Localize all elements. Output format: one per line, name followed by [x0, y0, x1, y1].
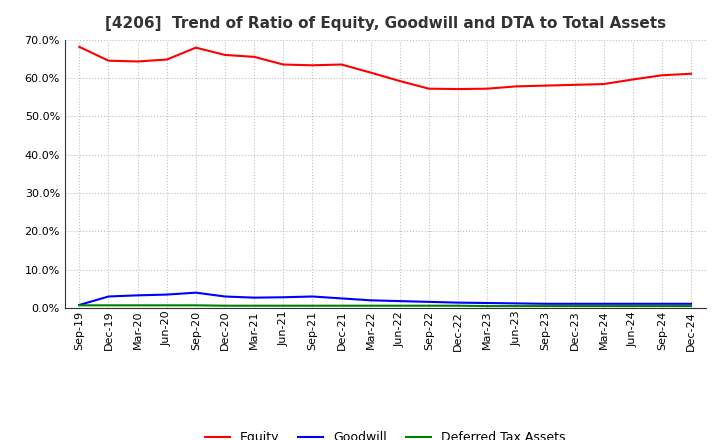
Deferred Tax Assets [454, 303, 462, 308]
Goodwill [425, 299, 433, 304]
Deferred Tax Assets [657, 304, 666, 309]
Deferred Tax Assets [192, 303, 200, 308]
Equity [629, 77, 637, 82]
Goodwill [104, 294, 113, 299]
Deferred Tax Assets [687, 304, 696, 309]
Line: Deferred Tax Assets: Deferred Tax Assets [79, 305, 691, 306]
Equity [483, 86, 492, 92]
Deferred Tax Assets [337, 303, 346, 308]
Equity [279, 62, 287, 67]
Goodwill [279, 295, 287, 300]
Goodwill [395, 298, 404, 304]
Deferred Tax Assets [425, 303, 433, 308]
Line: Goodwill: Goodwill [79, 293, 691, 305]
Deferred Tax Assets [599, 304, 608, 309]
Goodwill [687, 301, 696, 306]
Goodwill [657, 301, 666, 306]
Equity [220, 52, 229, 58]
Equity [337, 62, 346, 67]
Goodwill [483, 301, 492, 306]
Deferred Tax Assets [366, 303, 375, 308]
Equity [454, 86, 462, 92]
Equity [512, 84, 521, 89]
Goodwill [250, 295, 258, 300]
Deferred Tax Assets [512, 304, 521, 309]
Equity [425, 86, 433, 92]
Title: [4206]  Trend of Ratio of Equity, Goodwill and DTA to Total Assets: [4206] Trend of Ratio of Equity, Goodwil… [104, 16, 666, 32]
Equity [163, 57, 171, 62]
Deferred Tax Assets [570, 304, 579, 309]
Deferred Tax Assets [75, 303, 84, 308]
Goodwill [454, 300, 462, 305]
Deferred Tax Assets [250, 303, 258, 308]
Goodwill [192, 290, 200, 295]
Deferred Tax Assets [220, 303, 229, 308]
Legend: Equity, Goodwill, Deferred Tax Assets: Equity, Goodwill, Deferred Tax Assets [200, 426, 570, 440]
Equity [657, 73, 666, 78]
Equity [599, 81, 608, 87]
Deferred Tax Assets [308, 303, 317, 308]
Equity [104, 58, 113, 63]
Deferred Tax Assets [541, 304, 550, 309]
Equity [541, 83, 550, 88]
Equity [133, 59, 142, 64]
Deferred Tax Assets [104, 303, 113, 308]
Goodwill [337, 296, 346, 301]
Goodwill [541, 301, 550, 306]
Goodwill [308, 294, 317, 299]
Equity [570, 82, 579, 88]
Goodwill [512, 301, 521, 306]
Deferred Tax Assets [279, 303, 287, 308]
Deferred Tax Assets [483, 304, 492, 309]
Equity [687, 71, 696, 77]
Goodwill [75, 302, 84, 308]
Equity [308, 62, 317, 68]
Goodwill [366, 298, 375, 303]
Equity [192, 45, 200, 50]
Goodwill [133, 293, 142, 298]
Line: Equity: Equity [79, 47, 691, 89]
Deferred Tax Assets [629, 304, 637, 309]
Goodwill [629, 301, 637, 306]
Deferred Tax Assets [133, 303, 142, 308]
Equity [366, 70, 375, 75]
Goodwill [220, 294, 229, 299]
Goodwill [599, 301, 608, 306]
Goodwill [163, 292, 171, 297]
Deferred Tax Assets [163, 303, 171, 308]
Equity [395, 78, 404, 84]
Goodwill [570, 301, 579, 306]
Equity [250, 54, 258, 59]
Deferred Tax Assets [395, 303, 404, 308]
Equity [75, 44, 84, 50]
